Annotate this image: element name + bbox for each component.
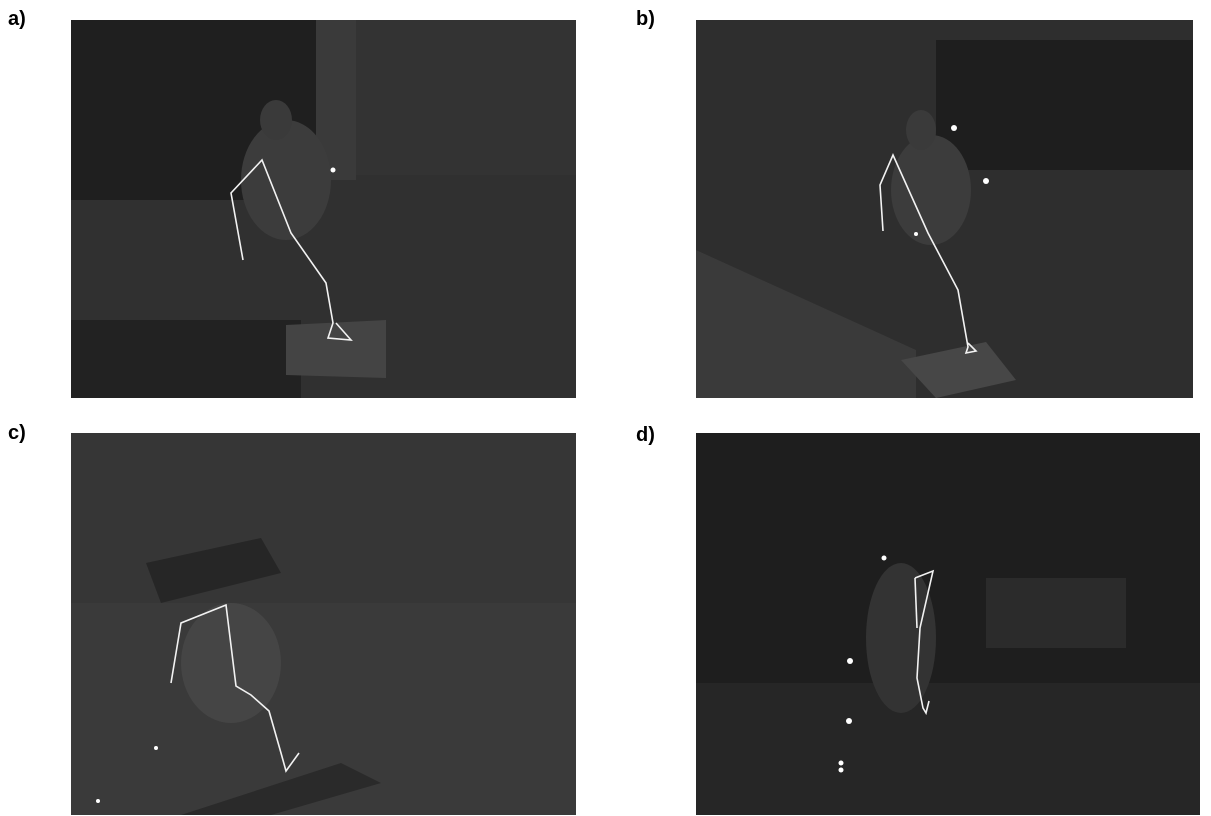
- panel-label: c): [8, 422, 26, 445]
- panel-label: d): [636, 424, 655, 447]
- photo: [71, 433, 576, 815]
- photo: [696, 433, 1200, 815]
- panel-label: a): [8, 8, 26, 31]
- photo: [696, 20, 1193, 398]
- panel-label: b): [636, 8, 655, 31]
- photo: [71, 20, 576, 398]
- figure: {"panels": [{"label": "a)"}, {"label": "…: [0, 0, 1211, 816]
